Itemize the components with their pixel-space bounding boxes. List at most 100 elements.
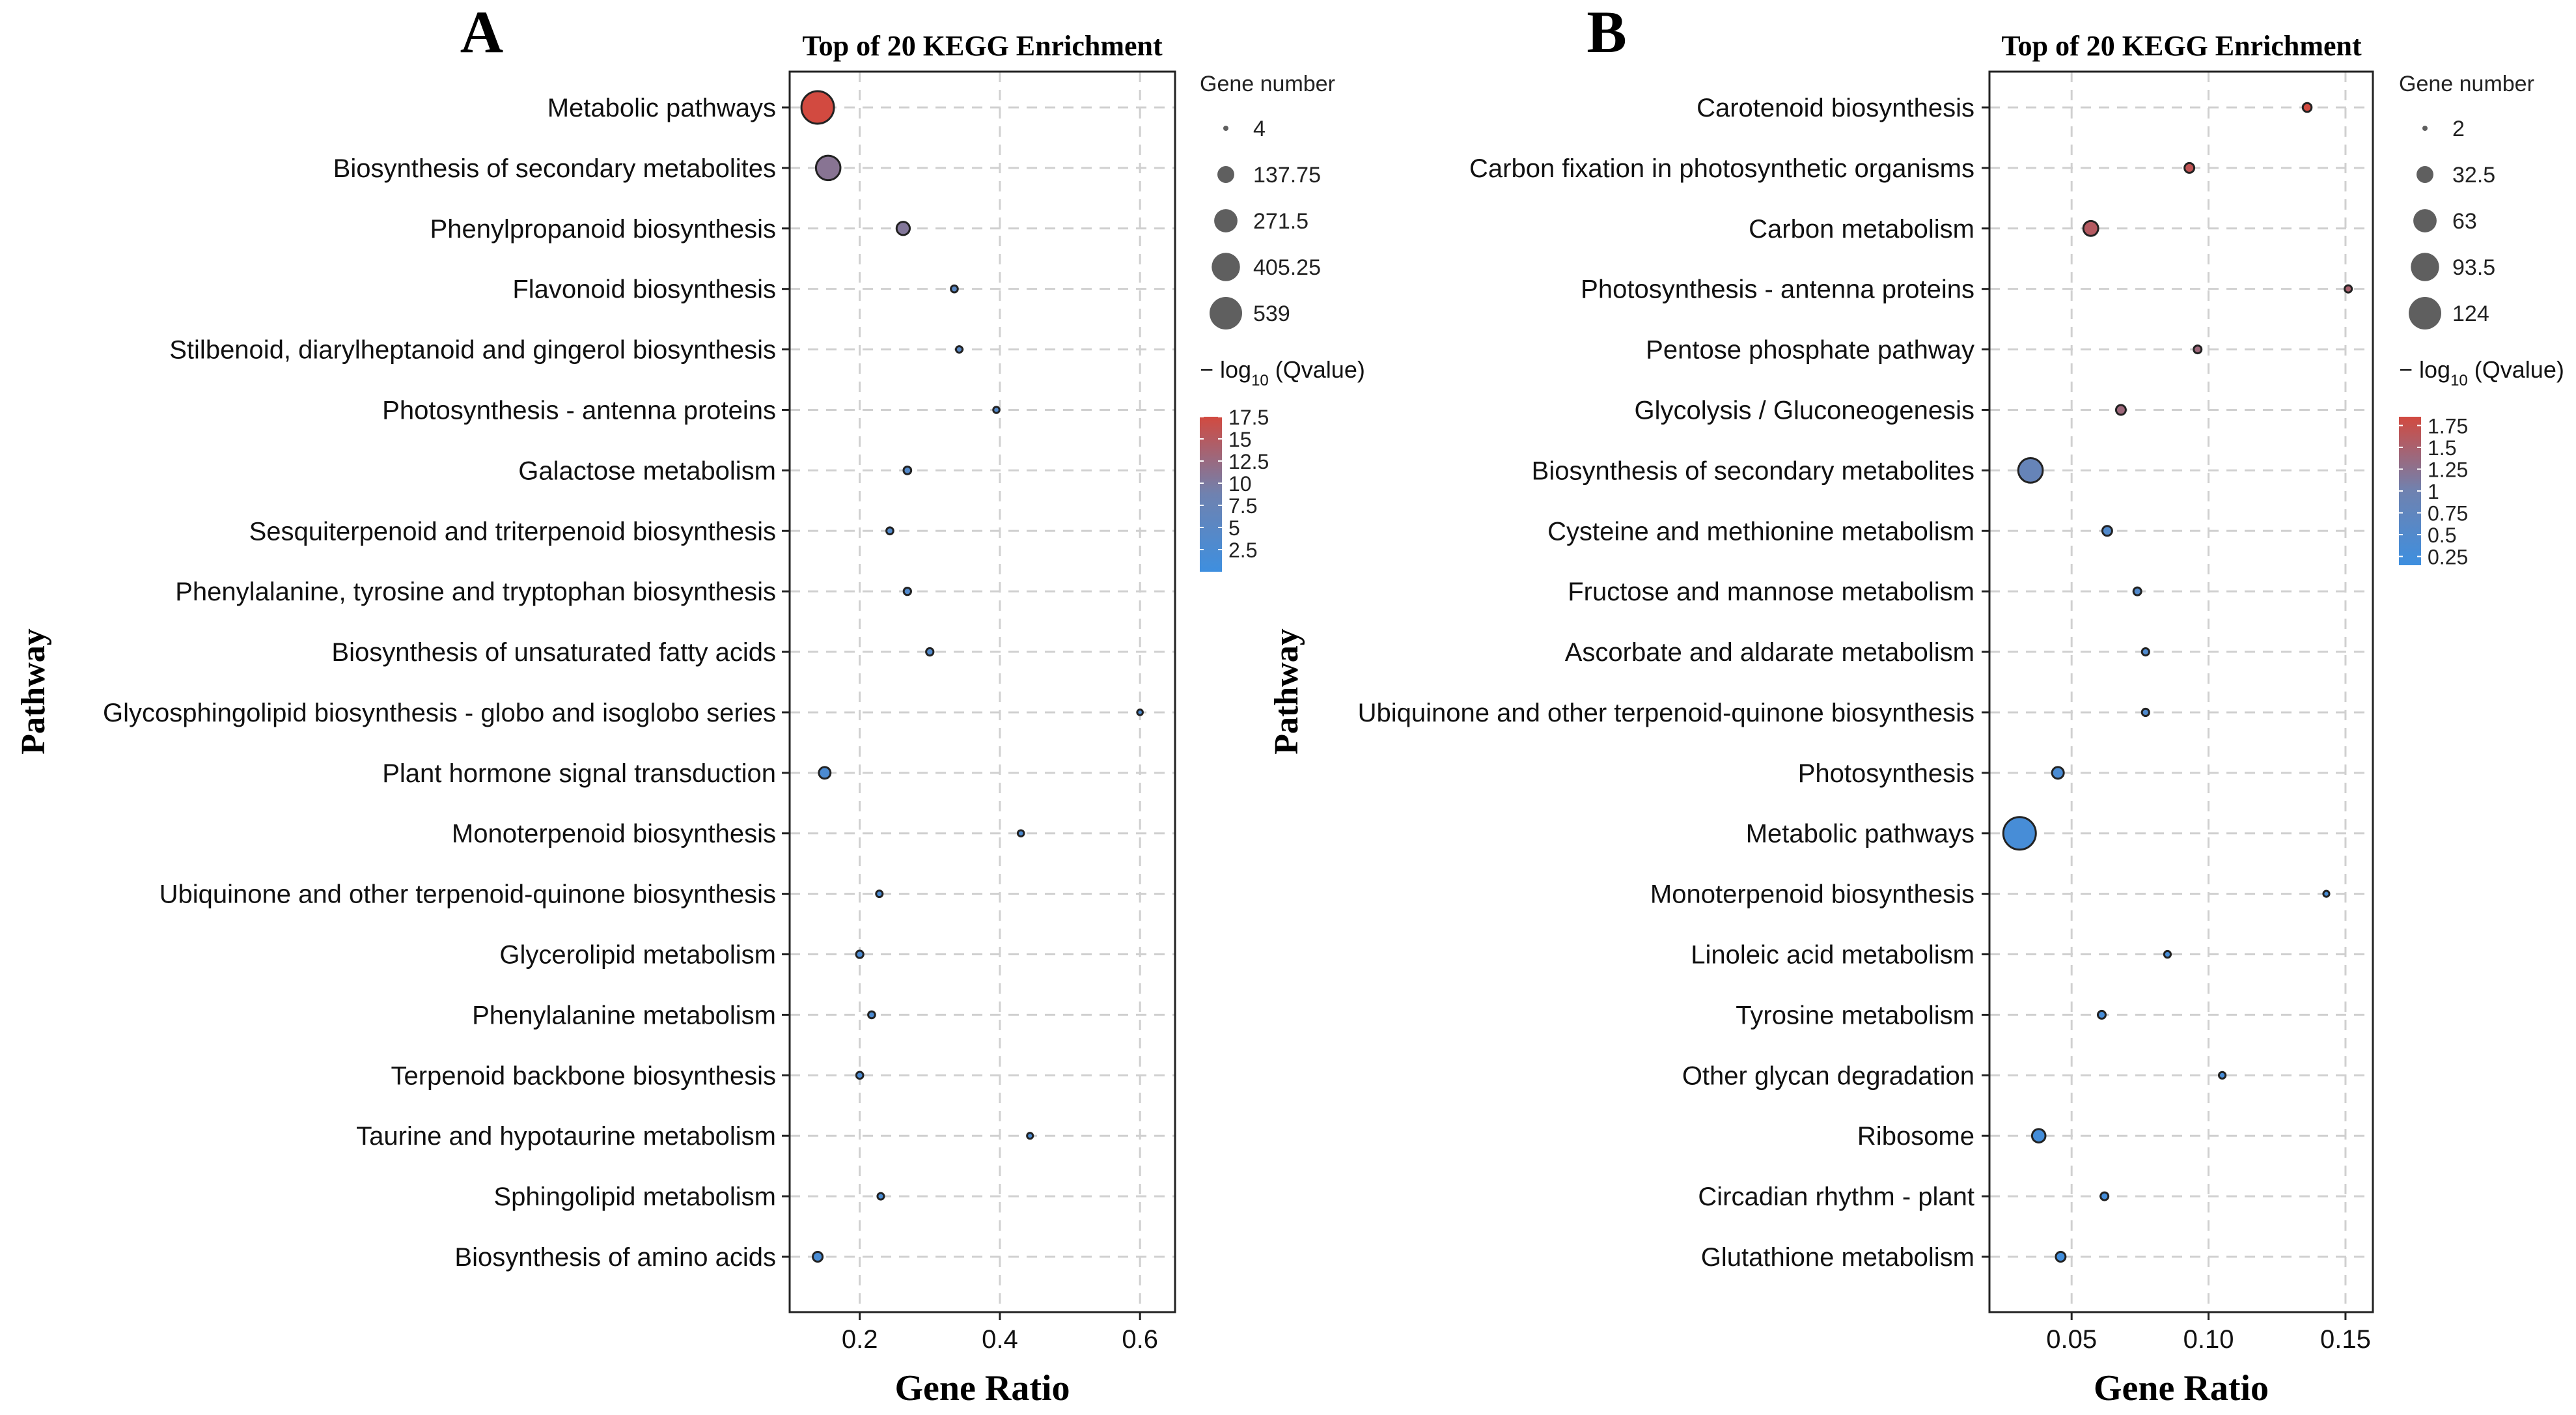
data-point — [2140, 707, 2150, 718]
y-tick-label: Taurine and hypotaurine metabolism — [356, 1122, 776, 1151]
data-point — [867, 1010, 876, 1020]
data-point — [902, 466, 913, 475]
data-point — [814, 154, 842, 182]
data-point — [855, 1071, 865, 1080]
size-legend-dot — [1214, 209, 1238, 232]
y-tick-label: Glycolysis / Gluconeogenesis — [1635, 396, 1974, 425]
y-tick-label: Ubiquinone and other terpenoid-quinone b… — [159, 880, 776, 909]
color-bar-label: 1.75 — [2428, 414, 2468, 438]
x-tick-label: 0.4 — [982, 1325, 1018, 1354]
size-legend-dot — [2411, 253, 2439, 281]
data-point — [812, 1250, 824, 1263]
color-bar-label: 7.5 — [1228, 494, 1257, 518]
size-legend: Gene number 4 137.75 271.5 405.25 539 — [1200, 72, 1335, 329]
color-bar-label: 0.5 — [2428, 524, 2456, 547]
y-tick-label: Sphingolipid metabolism — [493, 1183, 776, 1211]
data-point — [2051, 766, 2065, 780]
data-point — [902, 587, 912, 596]
y-tick-label: Fructose and mannose metabolism — [1568, 578, 1974, 606]
size-legend-title: Gene number — [2399, 72, 2534, 96]
data-point — [1136, 708, 1144, 716]
data-point — [800, 90, 835, 125]
y-tick-label: Terpenoid backbone biosynthesis — [391, 1061, 776, 1090]
y-tick-label: Metabolic pathways — [547, 94, 776, 122]
y-tick-label: Phenylalanine, tyrosine and tryptophan b… — [175, 578, 776, 606]
data-point — [855, 949, 865, 959]
data-point — [2140, 647, 2150, 657]
gridlines — [790, 72, 1175, 1312]
y-tick-label: Galactose metabolism — [518, 456, 776, 485]
plot-frame — [788, 70, 1176, 1313]
data-point — [1016, 829, 1025, 838]
y-tick-label: Biosynthesis of secondary metabolites — [1532, 456, 1974, 485]
color-bar-label: 2.5 — [1228, 539, 1257, 562]
y-tick-label: Cysteine and methionine metabolism — [1547, 517, 1974, 546]
x-axis-label: Gene Ratio — [894, 1368, 1070, 1408]
size-legend-label: 124 — [2452, 301, 2489, 326]
size-legend-dot — [2417, 166, 2433, 183]
plot-frame — [1988, 70, 2374, 1313]
y-tick-label: Biosynthesis of secondary metabolites — [333, 154, 776, 183]
color-legend-title-suffix: (Qvalue) — [2468, 356, 2564, 383]
size-legend-label: 63 — [2452, 209, 2477, 234]
size-legend-label: 271.5 — [1253, 209, 1309, 234]
data-point — [2055, 1251, 2067, 1263]
data-point — [2017, 457, 2044, 484]
data-point — [895, 221, 911, 236]
x-tick-label: 0.05 — [2046, 1325, 2097, 1354]
color-legend-title-prefix: − log — [1200, 356, 1251, 383]
size-legend-dot — [1217, 166, 1234, 183]
data-point — [2082, 219, 2099, 237]
y-tick-label: Carotenoid biosynthesis — [1697, 94, 1974, 122]
size-legend-dot — [1210, 297, 1242, 329]
y-tick-label: Phenylpropanoid biosynthesis — [430, 215, 776, 244]
color-bar-label: 1.25 — [2428, 458, 2468, 481]
color-bar-label: 5 — [1228, 516, 1240, 540]
data-point — [2193, 344, 2203, 355]
y-tick-label: Carbon metabolism — [1749, 215, 1974, 244]
y-tick-label: Pentose phosphate pathway — [1646, 336, 1974, 365]
x-tick-label: 0.2 — [842, 1325, 878, 1354]
color-legend-title: − log10 (Qvalue) — [2399, 356, 2564, 389]
color-legend-title: − log10 (Qvalue) — [1200, 356, 1365, 389]
y-tick-label: Ascorbate and aldarate metabolism — [1565, 638, 1974, 667]
size-legend-dot — [2413, 209, 2437, 232]
data-point — [2218, 1071, 2227, 1080]
data-point — [875, 890, 884, 899]
color-bar-label: 17.5 — [1228, 406, 1269, 429]
size-legend-label: 32.5 — [2452, 163, 2495, 188]
y-tick-label: Monoterpenoid biosynthesis — [452, 820, 776, 848]
y-tick-label: Glycosphingolipid biosynthesis - globo a… — [103, 699, 776, 727]
data-points — [2002, 102, 2353, 1263]
y-tick-label: Ribosome — [1857, 1122, 1974, 1151]
y-tick-label: Plant hormone signal transduction — [382, 759, 776, 788]
panel-a: A Top of 20 KEGG Enrichment Metabolic path… — [15, 0, 1365, 1408]
y-axis-label: Pathway — [1268, 628, 1305, 755]
data-point — [2163, 949, 2172, 959]
y-tick-label: Carbon fixation in photosynthetic organi… — [1469, 154, 1974, 183]
y-tick-label: Glycerolipid metabolism — [499, 941, 776, 970]
data-point — [925, 647, 935, 657]
color-legend-title-prefix: − log — [2399, 356, 2450, 383]
color-bar-label: 0.25 — [2428, 546, 2468, 569]
size-legend-dot — [2422, 126, 2428, 131]
color-bar-label: 15 — [1228, 428, 1252, 451]
x-tick-label: 0.6 — [1122, 1325, 1158, 1354]
y-tick-label: Glutathione metabolism — [1701, 1243, 1974, 1272]
size-legend-label: 93.5 — [2452, 255, 2495, 280]
y-tick-label: Linoleic acid metabolism — [1691, 941, 1974, 970]
data-point — [885, 526, 894, 536]
size-legend-dot — [1223, 126, 1228, 131]
data-point — [2183, 161, 2196, 174]
y-tick-label: Stilbenoid, diarylheptanoid and gingerol… — [169, 336, 776, 365]
size-legend-label: 539 — [1253, 301, 1290, 326]
y-tick-label: Photosynthesis - antenna proteins — [1581, 275, 1974, 304]
panel-b: B Top of 20 KEGG Enrichment Carotenoid bio… — [1268, 0, 2564, 1408]
color-bar-label: 12.5 — [1228, 450, 1269, 473]
y-tick-label: Photosynthesis - antenna proteins — [382, 396, 776, 425]
data-point — [950, 284, 959, 294]
data-point — [992, 406, 1001, 414]
